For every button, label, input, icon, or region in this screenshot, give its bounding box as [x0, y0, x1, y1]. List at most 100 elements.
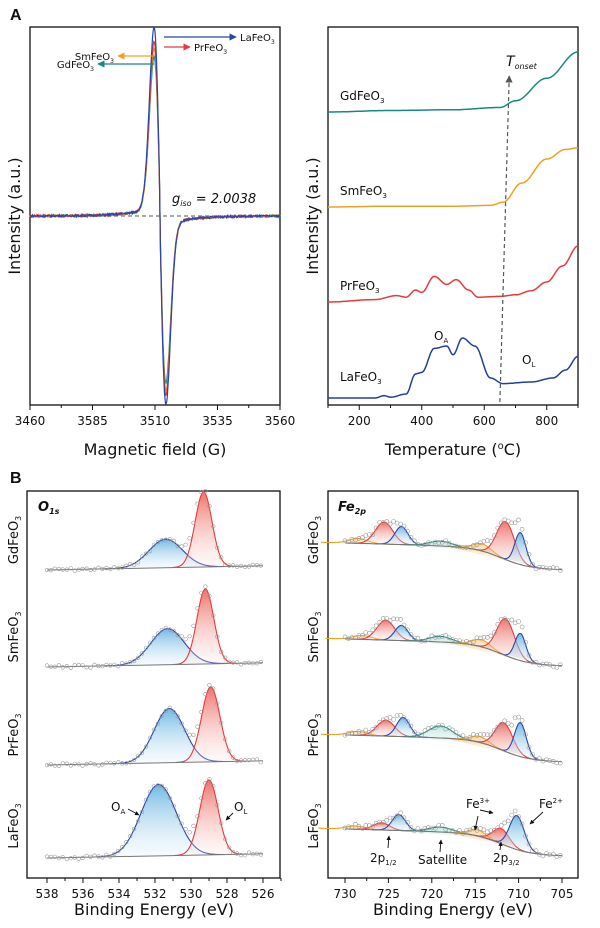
o1s-data-point	[124, 840, 129, 845]
o1s-data-point	[219, 720, 224, 725]
o1s-data-point	[254, 757, 259, 762]
o1s-data-point	[124, 661, 129, 666]
o1s-data-point	[112, 662, 117, 667]
o1s-data-point	[195, 724, 200, 729]
label-sub: 3	[314, 612, 323, 617]
o1s-data-point	[203, 780, 208, 786]
fe2p-data-point	[349, 537, 355, 542]
o1s-data-point	[56, 566, 62, 572]
o1s-data-point	[235, 758, 240, 764]
tpd-line-lafeo3	[328, 337, 579, 399]
epr-x-tick-label: 3560	[265, 414, 296, 428]
fe2p-data-point	[356, 536, 362, 541]
fe2p-sat_fe3-area	[325, 635, 400, 641]
label-main: LaFeO	[307, 808, 322, 848]
o1s-data-point	[48, 567, 54, 573]
label-sub: 3	[223, 49, 227, 56]
fe2p-data-point	[491, 728, 497, 733]
fe2p-data-point	[408, 632, 414, 637]
fe2p-data-point	[377, 819, 383, 825]
fe2p-data-point	[387, 618, 393, 624]
o1s-row-gdfeo3	[44, 489, 264, 573]
fe2p-data-point	[415, 731, 421, 737]
fe2p-fe2-area	[374, 625, 428, 642]
label-sub: 3	[271, 39, 275, 46]
o1s-data-point	[120, 565, 125, 570]
o1s-data-point	[159, 627, 164, 633]
o1s-data-point	[246, 758, 252, 763]
o1s-data-point	[238, 563, 244, 569]
fe2p-data-point	[391, 717, 396, 722]
fe2p-data-point	[516, 814, 521, 820]
fe2p-data-point	[530, 561, 535, 567]
o1s-data-point	[147, 548, 153, 554]
fe2p-data-point	[342, 634, 348, 640]
o1s-data-point	[151, 636, 156, 641]
label-main: LaFeO	[240, 33, 271, 44]
o1s-data-point	[60, 761, 65, 766]
label-sub: 3	[314, 516, 323, 521]
o1s-ol-area	[174, 779, 244, 856]
o1s-data-point	[215, 802, 220, 808]
p32-label: 2p3/2	[493, 851, 520, 867]
o1s-data-point	[100, 566, 105, 572]
fe2p-data-point	[415, 826, 421, 831]
fe2p-fe3-peak	[468, 722, 539, 761]
fe2p-data-point	[415, 635, 421, 641]
o1s-background	[46, 662, 264, 668]
o1s-data-point	[68, 856, 73, 861]
satellite-arrow	[438, 839, 443, 853]
g-iso-label: giso = 2.0038	[172, 192, 256, 208]
o1s-row-label: PrFeO3	[7, 714, 23, 757]
o1s-data-point	[68, 665, 73, 671]
label-sub: 3	[14, 714, 23, 719]
fe2p-data-point	[387, 715, 393, 720]
fe2p-data-point	[453, 638, 459, 643]
fe2p-data-point	[471, 542, 476, 548]
fe2p-row-label: PrFeO3	[307, 714, 323, 757]
fe2p-data-point	[425, 825, 431, 831]
fe2p-data-point	[467, 639, 473, 645]
fe2p-x-tick-label: 715	[464, 887, 487, 901]
o1s-data-point	[80, 763, 85, 768]
o1s-x-label: Binding Energy (eV)	[74, 900, 234, 919]
o1s-row-label: SmFeO3	[7, 612, 23, 663]
o1s-data-point	[183, 637, 188, 642]
o1s-chart: O1s 538 536 534 532 530 528 526 Binding Energy…	[26, 489, 282, 919]
fe2p-data-point	[526, 652, 532, 658]
o1s-data-point	[84, 566, 89, 571]
epr-line-lafeo3	[29, 25, 281, 405]
o1s-data-point	[124, 563, 129, 568]
o1s-data-point	[72, 663, 77, 668]
fe2p-background	[345, 638, 563, 667]
fe2p-row-smfeo3	[325, 616, 563, 670]
o1s-data-point	[183, 542, 188, 547]
o1s-data-point	[175, 632, 180, 638]
fe2p-data-point	[519, 624, 525, 630]
fe2p-fe3-area	[470, 521, 541, 569]
o1s-oa-o: O	[111, 800, 120, 814]
o1s-data-point	[80, 663, 85, 668]
o1s-ol-area	[173, 588, 238, 665]
fe2p-data-point	[419, 732, 424, 738]
fe2p-data-point	[353, 635, 358, 641]
o1s-x-tick-label: 530	[180, 887, 203, 901]
o1s-data-point	[92, 567, 97, 572]
fe2p-data-point	[450, 543, 455, 548]
o1s-data-point	[112, 761, 117, 766]
o1s-data-point	[258, 563, 263, 568]
fe2p-fe2-area	[376, 717, 430, 738]
fe2p-x-tick-label: 710	[507, 887, 530, 901]
o1s-data-point	[56, 763, 62, 768]
o1s-data-point	[175, 813, 180, 819]
t-onset-sub: onset	[515, 62, 538, 71]
o1s-data-point	[179, 721, 184, 726]
o1s-data-point	[171, 538, 176, 544]
label-main: GdFeO	[307, 521, 322, 564]
o1s-data-point	[195, 606, 200, 611]
fe2p-data-point	[530, 659, 535, 665]
fe2p-data-point	[446, 540, 452, 546]
fe2p-data-point	[446, 828, 452, 833]
